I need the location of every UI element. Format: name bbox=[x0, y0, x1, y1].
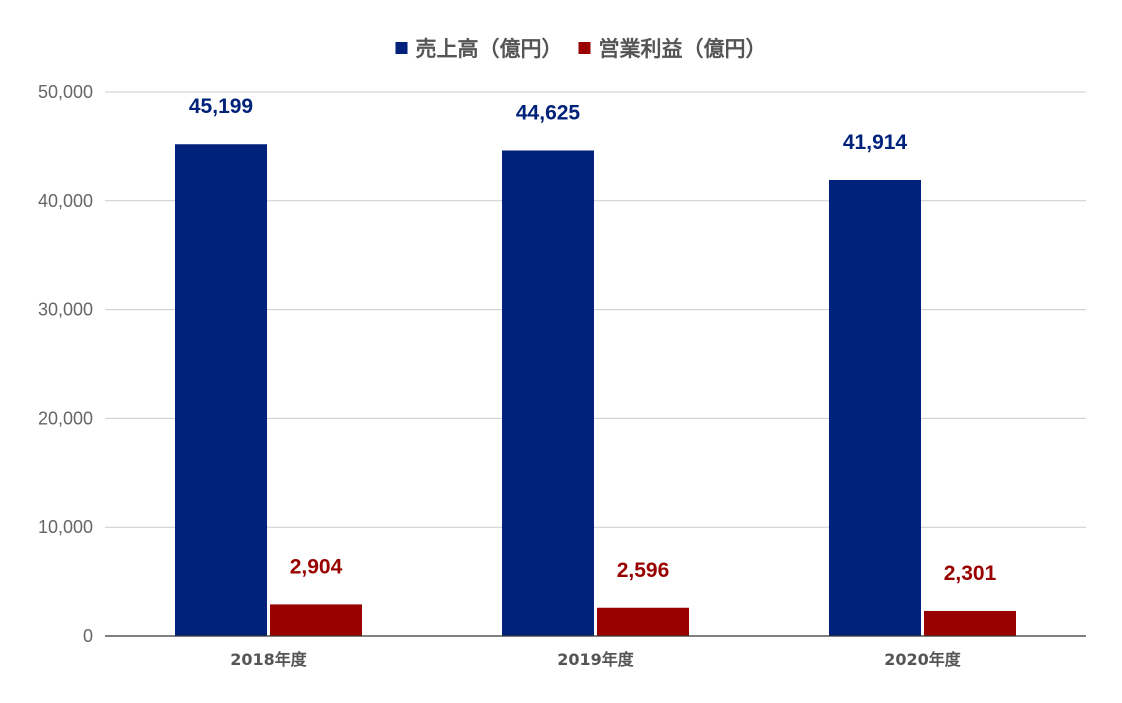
y-tick-label: 20,000 bbox=[38, 408, 93, 428]
data-label: 2,596 bbox=[617, 559, 670, 582]
legend-items: 売上高（億円） 営業利益（億円） bbox=[395, 37, 767, 61]
legend: 売上高（億円） 営業利益（億円） bbox=[395, 37, 767, 61]
data-label: 44,625 bbox=[516, 101, 581, 124]
data-label: 41,914 bbox=[843, 131, 908, 154]
legend-label: 営業利益（億円） bbox=[599, 37, 767, 61]
data-label: 45,199 bbox=[189, 95, 253, 118]
bars bbox=[175, 144, 1016, 637]
bar bbox=[597, 607, 689, 636]
gridlines bbox=[105, 91, 1086, 528]
x-tick-label: 2019年度 bbox=[557, 650, 635, 669]
legend-swatch bbox=[395, 42, 408, 54]
x-tick-label: 2020年度 bbox=[884, 650, 962, 669]
y-axis-ticks: 0 10,000 20,000 30,000 40,000 50,000 bbox=[38, 82, 93, 646]
legend-swatch bbox=[578, 42, 591, 54]
y-tick-label: 0 bbox=[83, 626, 93, 646]
y-tick-label: 10,000 bbox=[38, 517, 93, 537]
bar bbox=[270, 604, 362, 636]
legend-item: 売上高（億円） bbox=[395, 37, 563, 61]
y-tick-label: 40,000 bbox=[38, 191, 93, 211]
bar bbox=[175, 144, 267, 637]
bar bbox=[924, 610, 1016, 636]
y-tick-label: 50,000 bbox=[38, 82, 93, 102]
data-label: 2,904 bbox=[290, 555, 343, 578]
legend-label: 売上高（億円） bbox=[416, 37, 563, 61]
x-tick-label: 2018年度 bbox=[230, 650, 308, 669]
x-axis-categories: 2018年度 2019年度 2020年度 bbox=[230, 650, 962, 669]
data-labels: 45,199 2,904 44,625 2,596 41,914 2,301 bbox=[189, 95, 997, 585]
data-label: 2,301 bbox=[944, 562, 997, 585]
bar bbox=[829, 179, 921, 636]
legend-item: 営業利益（億円） bbox=[578, 37, 767, 61]
y-tick-label: 30,000 bbox=[38, 300, 93, 320]
bar bbox=[502, 150, 594, 637]
